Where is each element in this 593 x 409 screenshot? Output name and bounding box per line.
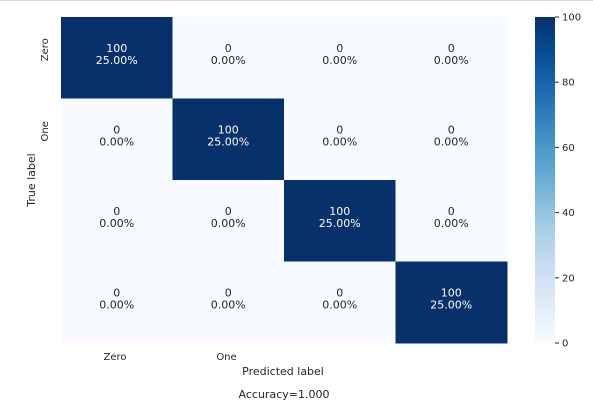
heatmap-cell (172, 17, 285, 99)
heatmap-cell (284, 17, 396, 99)
cell-count-label: 0 (448, 205, 455, 218)
cell-count-label: 0 (225, 42, 232, 55)
cell-percent-label: 0.00% (99, 217, 134, 230)
cell-percent-label: 25.00% (430, 298, 472, 311)
heatmap-cell (61, 180, 173, 262)
cell-count-label: 0 (336, 286, 343, 299)
heatmap-cell (172, 98, 285, 181)
y-tick-label: One (40, 121, 51, 141)
x-tick-label: One (216, 352, 236, 363)
heatmap-cell (284, 180, 396, 262)
accuracy-caption: Accuracy=1.000 (239, 388, 330, 401)
cell-count-label: 0 (448, 123, 455, 136)
cell-count-label: 100 (329, 205, 350, 218)
colorbar (535, 17, 555, 343)
cell-count-label: 100 (441, 286, 462, 299)
top-divider (0, 0, 593, 1)
cell-percent-label: 0.00% (211, 217, 246, 230)
cell-count-label: 0 (336, 123, 343, 136)
heatmap-cell (395, 17, 508, 99)
colorbar-ticks: 0 20 40 60 80 100 (555, 13, 581, 350)
colorbar-tick-label: 40 (562, 208, 575, 219)
heatmap-cell (61, 98, 173, 181)
x-tick-labels: Zero One (103, 352, 236, 363)
cell-percent-label: 0.00% (322, 135, 357, 148)
colorbar-tick-label: 20 (562, 273, 575, 284)
cell-percent-label: 25.00% (207, 135, 249, 148)
heatmap-cell (172, 261, 285, 344)
cell-count-label: 0 (113, 286, 120, 299)
y-axis-label: True label (25, 153, 38, 207)
colorbar-tick-label: 100 (562, 13, 581, 24)
cell-percent-label: 0.00% (322, 298, 357, 311)
cell-count-label: 0 (225, 286, 232, 299)
colorbar-tick-label: 60 (562, 143, 575, 154)
cell-percent-label: 25.00% (96, 54, 138, 67)
heatmap-cells: 10025.00%00.00%00.00%00.00%00.00%10025.0… (61, 17, 508, 344)
heatmap-cell (395, 261, 508, 344)
cell-count-label: 0 (336, 42, 343, 55)
cell-count-label: 0 (113, 205, 120, 218)
cell-count-label: 0 (225, 205, 232, 218)
cell-percent-label: 25.00% (319, 217, 361, 230)
colorbar-tick-label: 0 (562, 339, 568, 350)
x-tick-label: Zero (103, 352, 126, 363)
heatmap-cell (61, 261, 173, 344)
cell-percent-label: 0.00% (434, 217, 469, 230)
cell-count-label: 100 (106, 42, 127, 55)
heatmap-cell (172, 180, 285, 262)
y-tick-labels: Zero One (40, 38, 51, 141)
cell-count-label: 0 (113, 123, 120, 136)
cell-count-label: 100 (218, 123, 239, 136)
y-tick-label: Zero (40, 38, 51, 61)
cell-percent-label: 0.00% (99, 298, 134, 311)
x-axis-label: Predicted label (242, 365, 324, 378)
heatmap-cell (61, 17, 173, 99)
colorbar-tick-label: 80 (562, 78, 575, 89)
cell-percent-label: 0.00% (434, 54, 469, 67)
heatmap-cell (395, 180, 508, 262)
cell-percent-label: 0.00% (322, 54, 357, 67)
cell-percent-label: 0.00% (99, 135, 134, 148)
heatmap-cell (284, 98, 396, 181)
heatmap-cell (284, 261, 396, 344)
cell-percent-label: 0.00% (434, 135, 469, 148)
cell-count-label: 0 (448, 42, 455, 55)
heatmap-cell (395, 98, 508, 181)
cell-percent-label: 0.00% (211, 298, 246, 311)
cell-percent-label: 0.00% (211, 54, 246, 67)
